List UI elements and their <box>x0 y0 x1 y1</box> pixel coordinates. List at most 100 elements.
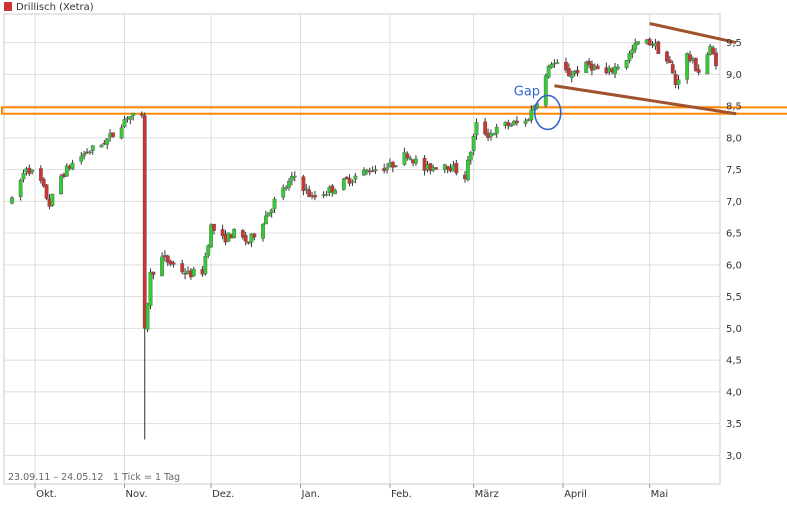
candle-body <box>362 170 366 176</box>
candle-body <box>50 193 55 206</box>
candle-body <box>269 209 274 214</box>
candle-body <box>261 223 265 239</box>
y-tick-label: 6,5 <box>726 229 742 240</box>
candle-body <box>266 212 271 217</box>
candle-body <box>471 136 476 152</box>
candle-body <box>70 162 75 170</box>
candle-body <box>676 79 681 85</box>
y-tick-label: 8,5 <box>726 102 742 113</box>
candle-body <box>434 167 439 170</box>
candle-body <box>483 121 488 135</box>
candle-body <box>529 109 534 121</box>
candle-body <box>148 271 153 306</box>
candle-body <box>491 133 496 136</box>
candle-body <box>212 223 216 231</box>
candle-body <box>390 161 395 168</box>
candle-body <box>287 181 291 188</box>
candle-body <box>408 157 413 160</box>
candle-body <box>249 233 254 243</box>
candle-body <box>131 112 136 117</box>
x-tick-label: März <box>475 489 499 500</box>
candle-body <box>252 233 257 238</box>
candle-body <box>673 73 678 85</box>
candle-body <box>307 189 312 198</box>
candle-body <box>243 235 248 242</box>
candle-body <box>171 262 176 265</box>
candle-body <box>575 69 580 74</box>
candle-body <box>670 64 675 74</box>
candle-body <box>59 175 63 195</box>
candle-body <box>569 74 574 78</box>
candle-body <box>264 215 268 225</box>
candle-body <box>82 153 87 157</box>
candle-body <box>494 126 499 134</box>
candle-body <box>41 178 46 187</box>
candle-body <box>714 52 718 67</box>
candle-body <box>465 159 470 181</box>
candle-body <box>324 193 329 196</box>
candle-body <box>64 165 69 177</box>
candle-body <box>38 168 43 181</box>
candle-body <box>289 175 294 181</box>
candle-body <box>151 271 156 275</box>
candle-body <box>209 224 213 248</box>
candle-body <box>88 151 92 154</box>
candle-body <box>18 179 23 197</box>
candle-body <box>44 184 49 199</box>
candle-body <box>414 158 418 164</box>
candle-body <box>613 66 617 75</box>
x-tick-label: Mai <box>651 489 669 500</box>
candle-body <box>656 41 661 54</box>
candle-body <box>647 38 652 46</box>
y-tick-label: 3,5 <box>726 419 742 430</box>
x-tick-label: April <box>564 489 587 500</box>
candle-body <box>468 152 473 161</box>
candle-body <box>711 47 716 55</box>
candle-body <box>292 175 297 178</box>
y-tick-label: 6,0 <box>726 260 742 271</box>
candle-body <box>191 268 196 277</box>
annotation-layer-front: Gap <box>514 22 737 131</box>
x-tick-label: Dez. <box>212 489 234 500</box>
y-tick-label: 5,5 <box>726 292 742 303</box>
candle-body <box>515 120 519 124</box>
y-tick-label: 8,0 <box>726 133 742 144</box>
candle-body <box>428 163 433 171</box>
candle-body <box>422 157 427 171</box>
candle-body <box>122 119 127 127</box>
candle-body <box>30 169 35 173</box>
gridlines <box>4 14 720 484</box>
candles <box>10 37 718 440</box>
y-tick-label: 7,5 <box>726 165 742 176</box>
candle-body <box>705 54 710 75</box>
y-axis: 9,5 9,0 8,5 8,0 7,5 7,0 6,5 6,0 5,5 5,0 4,5 4,0 3,5 3… <box>726 38 742 462</box>
candle-body <box>304 188 309 191</box>
candle-body <box>523 120 528 124</box>
candle-body <box>405 153 410 159</box>
candle-body <box>145 303 150 330</box>
candle-body <box>10 197 14 204</box>
candle-body <box>142 115 147 329</box>
gap-label: Gap <box>514 85 540 100</box>
x-tick-label: Nov. <box>126 489 148 500</box>
candle-body <box>506 122 511 126</box>
x-axis: Okt. Nov. Dez. Jan. Feb. März April Mai <box>34 484 669 500</box>
candle-body <box>301 176 306 192</box>
candle-body <box>90 145 95 151</box>
y-tick-label: 4,0 <box>726 387 742 398</box>
y-tick-label: 5,0 <box>726 324 742 335</box>
support-band <box>1 106 787 115</box>
candle-body <box>696 69 701 73</box>
candle-body <box>160 256 164 277</box>
candle-body <box>630 49 635 54</box>
candle-body <box>393 165 398 167</box>
candle-body <box>509 125 514 127</box>
candle-body <box>341 178 346 190</box>
candle-body <box>587 61 591 65</box>
x-tick-label: Feb. <box>391 489 412 500</box>
candle-body <box>350 180 355 183</box>
candle-body <box>21 172 26 180</box>
candle-body <box>220 229 225 236</box>
candle-body <box>566 68 571 77</box>
